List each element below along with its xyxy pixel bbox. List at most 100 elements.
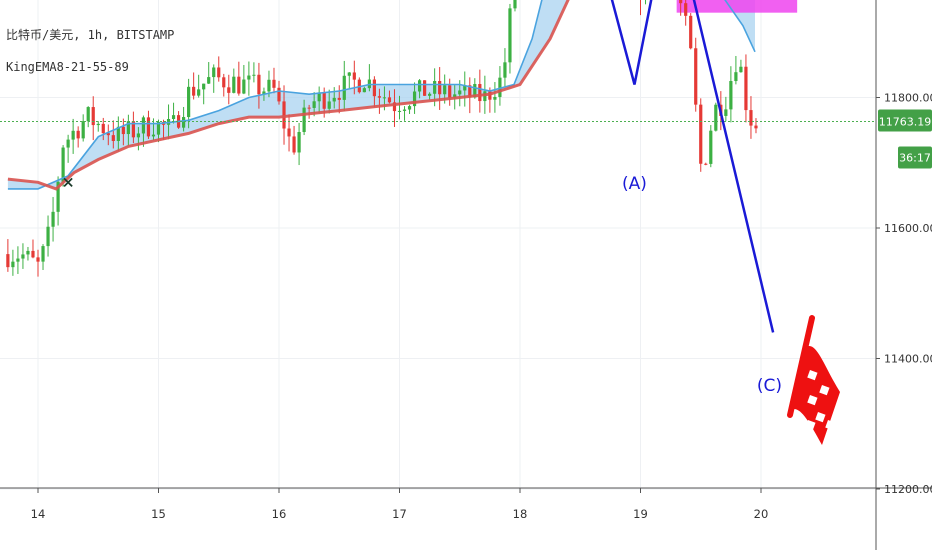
x-tick-label: 14	[31, 507, 46, 521]
candle-body	[362, 88, 366, 93]
last-price-badge	[878, 109, 932, 132]
candle-body	[317, 92, 321, 102]
candle-body	[433, 80, 437, 94]
candle-body	[81, 121, 85, 139]
candle-body	[262, 91, 266, 95]
candle-body	[714, 104, 718, 131]
x-tick-label: 20	[754, 507, 769, 521]
wave-label-c: (C)	[757, 376, 782, 396]
candle-body	[126, 121, 130, 135]
candle-body	[739, 66, 743, 73]
ema-slow-line	[7, 0, 570, 191]
candle-body	[252, 74, 256, 76]
indicator-title: KingEMA8-21-55-89	[6, 60, 129, 74]
x-tick-label: 15	[151, 507, 166, 521]
candle-body	[302, 107, 306, 133]
candle-body	[202, 83, 206, 90]
candle-body	[26, 250, 30, 255]
candle-body	[272, 79, 276, 88]
candle-body	[493, 96, 497, 100]
candle-body	[31, 250, 35, 258]
cloud-fill	[7, 0, 755, 189]
flag-check	[825, 420, 836, 431]
wave-labels: (A)(B)(C)	[622, 174, 782, 396]
candle-body	[96, 123, 100, 126]
candle-body	[197, 89, 201, 96]
candle-body	[171, 115, 176, 120]
candle-body	[377, 96, 382, 98]
candle-body	[217, 67, 221, 78]
candle-body	[207, 77, 211, 84]
candle-body	[417, 80, 422, 92]
candle-body	[327, 101, 331, 109]
candle-body	[392, 102, 397, 112]
last-price-label: 11763.19	[879, 116, 932, 129]
candle-body	[382, 97, 387, 99]
candle-body	[448, 85, 452, 98]
candle-body	[478, 84, 482, 102]
candle-body	[679, 0, 683, 4]
resistance-zones	[676, 0, 798, 13]
candle-body	[704, 163, 708, 165]
candle-body	[352, 72, 356, 80]
symbol-title: 比特币/美元, 1h, BITSTAMP	[6, 28, 175, 42]
candle-body	[468, 85, 472, 98]
signal-markers	[63, 177, 73, 187]
candle-body	[729, 81, 733, 110]
candle-body	[41, 246, 45, 262]
candle-body	[91, 107, 95, 126]
flag-check	[815, 412, 826, 423]
candle-body	[212, 67, 216, 78]
candle-body	[136, 133, 141, 138]
candle-body	[242, 79, 246, 94]
candle-body	[438, 80, 442, 95]
candle-body	[397, 110, 402, 112]
candle-body	[267, 79, 271, 92]
candle-body	[508, 8, 512, 63]
candle-body	[232, 76, 236, 93]
candle-body	[182, 117, 186, 128]
candle-body	[111, 135, 115, 142]
abc-wave	[610, 0, 775, 333]
candle-body	[56, 181, 60, 212]
candle-body	[443, 85, 447, 95]
candle-body	[513, 0, 517, 9]
candle-body	[292, 136, 296, 153]
candle-body	[21, 254, 25, 259]
candle-body	[71, 130, 75, 140]
flag-check	[819, 385, 830, 396]
candle-body	[312, 101, 316, 108]
candle-body	[156, 121, 161, 135]
candle-body	[744, 66, 748, 111]
ema-fast-line	[7, 0, 756, 190]
candle-body	[372, 79, 376, 97]
candle-body	[131, 121, 135, 138]
y-tick-label: 11400.00	[884, 353, 932, 366]
candle-body	[61, 147, 65, 182]
candle-body	[46, 226, 50, 247]
candle-body	[412, 91, 417, 107]
candle-body	[498, 77, 502, 97]
candle-body	[473, 84, 477, 98]
candle-body	[287, 128, 291, 137]
candle-body	[297, 132, 301, 153]
flag-check	[807, 395, 818, 406]
y-tick-label: 11600.00	[884, 222, 932, 235]
candle-body	[16, 258, 20, 262]
resistance-zone	[676, 0, 798, 13]
checkered-flag-icon	[787, 315, 840, 445]
candle-body	[337, 97, 341, 100]
candle-body	[141, 117, 146, 134]
candle-body	[146, 117, 151, 137]
flag-cloth	[790, 345, 840, 445]
x-tick-label: 19	[633, 507, 648, 521]
x-marker-stroke	[63, 177, 73, 187]
candle-body	[709, 130, 713, 164]
candle-body	[322, 92, 326, 109]
candle-body	[428, 93, 432, 96]
countdown-label: 36:17	[899, 152, 931, 165]
candle-body	[734, 72, 738, 82]
candle-body	[76, 130, 80, 139]
